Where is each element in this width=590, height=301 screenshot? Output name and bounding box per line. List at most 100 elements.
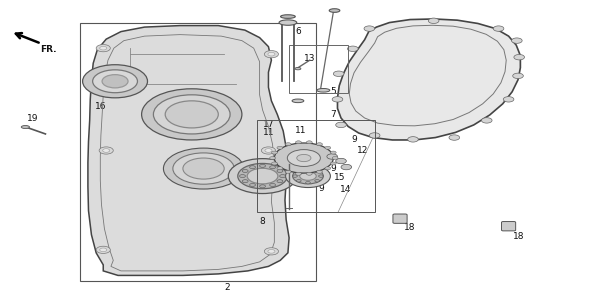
Circle shape — [369, 133, 380, 138]
Text: 8: 8 — [260, 217, 266, 226]
Circle shape — [83, 65, 148, 98]
Circle shape — [270, 166, 276, 169]
Circle shape — [428, 18, 439, 23]
Circle shape — [330, 162, 336, 165]
Circle shape — [173, 153, 234, 184]
FancyBboxPatch shape — [393, 214, 407, 223]
Circle shape — [296, 180, 301, 182]
Circle shape — [100, 46, 107, 50]
FancyBboxPatch shape — [502, 222, 516, 231]
Text: 19: 19 — [27, 114, 38, 123]
Circle shape — [277, 167, 283, 170]
Circle shape — [260, 164, 266, 167]
Text: 4: 4 — [348, 68, 354, 77]
Circle shape — [270, 183, 276, 186]
Circle shape — [296, 141, 301, 144]
Circle shape — [364, 26, 375, 31]
Circle shape — [99, 147, 113, 154]
Circle shape — [325, 167, 331, 170]
Circle shape — [264, 248, 278, 255]
Text: 3: 3 — [445, 80, 451, 89]
Circle shape — [260, 185, 266, 188]
Circle shape — [293, 175, 297, 177]
Circle shape — [165, 101, 218, 128]
Circle shape — [306, 168, 310, 171]
Circle shape — [316, 170, 322, 173]
Circle shape — [96, 246, 110, 253]
Circle shape — [271, 162, 277, 165]
Circle shape — [271, 151, 277, 154]
Text: 9: 9 — [330, 164, 336, 173]
Circle shape — [163, 148, 244, 189]
Text: 18: 18 — [404, 223, 416, 232]
Circle shape — [265, 149, 272, 152]
Bar — [257, 120, 375, 212]
Circle shape — [96, 45, 110, 52]
Text: 20: 20 — [319, 170, 330, 179]
Circle shape — [270, 157, 276, 160]
Circle shape — [300, 172, 316, 180]
Text: 11: 11 — [295, 126, 307, 135]
Circle shape — [264, 51, 278, 58]
Circle shape — [333, 71, 344, 76]
Circle shape — [100, 248, 107, 252]
Circle shape — [293, 168, 323, 184]
Circle shape — [514, 54, 525, 60]
Circle shape — [280, 175, 286, 178]
Circle shape — [242, 180, 248, 183]
Circle shape — [493, 26, 504, 31]
Circle shape — [315, 180, 320, 182]
Circle shape — [287, 150, 320, 166]
Circle shape — [286, 143, 291, 146]
Circle shape — [103, 149, 110, 152]
Circle shape — [286, 165, 330, 188]
Ellipse shape — [281, 15, 296, 18]
Circle shape — [297, 154, 311, 162]
Text: 13: 13 — [304, 54, 316, 63]
Circle shape — [153, 95, 230, 134]
Text: 11: 11 — [263, 128, 274, 137]
Text: 5: 5 — [330, 87, 336, 96]
Circle shape — [408, 137, 418, 142]
Circle shape — [336, 122, 346, 128]
Circle shape — [315, 170, 320, 172]
Circle shape — [306, 172, 312, 175]
Circle shape — [247, 168, 278, 184]
Circle shape — [142, 89, 242, 140]
Circle shape — [250, 166, 255, 169]
Circle shape — [274, 143, 333, 173]
Circle shape — [183, 158, 224, 179]
Circle shape — [319, 175, 323, 177]
Text: 2: 2 — [224, 283, 230, 292]
Circle shape — [512, 38, 522, 43]
Text: 9: 9 — [319, 184, 324, 193]
Circle shape — [327, 154, 337, 159]
Circle shape — [268, 250, 275, 253]
Circle shape — [336, 158, 346, 164]
Ellipse shape — [317, 88, 330, 92]
Circle shape — [513, 73, 523, 79]
Circle shape — [332, 157, 338, 160]
Circle shape — [306, 182, 310, 184]
Ellipse shape — [279, 20, 297, 25]
Bar — [80, 23, 316, 281]
Circle shape — [332, 97, 343, 102]
Text: 21: 21 — [257, 179, 268, 188]
Circle shape — [238, 163, 287, 189]
Text: 14: 14 — [339, 185, 351, 194]
Ellipse shape — [329, 9, 340, 12]
Text: 12: 12 — [357, 146, 369, 155]
Polygon shape — [337, 19, 520, 140]
Text: 17: 17 — [263, 120, 274, 129]
Circle shape — [242, 169, 248, 172]
Ellipse shape — [292, 99, 304, 103]
Circle shape — [481, 118, 492, 123]
Text: 9: 9 — [351, 135, 357, 144]
Text: 10: 10 — [286, 172, 298, 181]
Circle shape — [306, 141, 312, 144]
Circle shape — [277, 169, 283, 172]
Circle shape — [240, 175, 245, 178]
Circle shape — [296, 172, 301, 175]
Polygon shape — [88, 26, 289, 275]
Circle shape — [261, 147, 276, 154]
